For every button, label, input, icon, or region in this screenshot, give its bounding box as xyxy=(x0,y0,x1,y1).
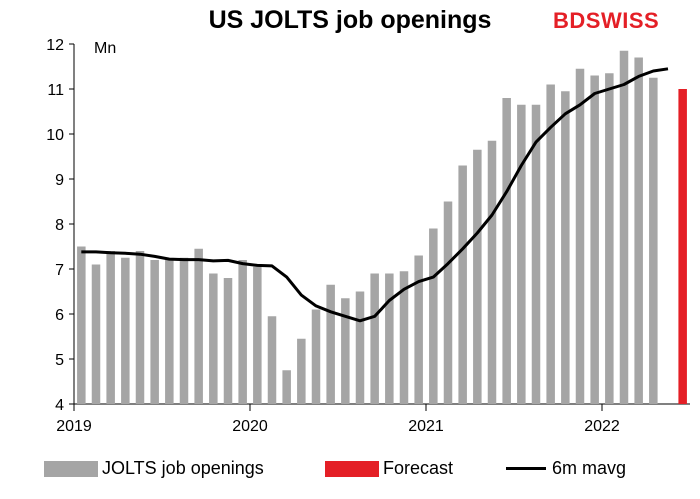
bar xyxy=(326,284,335,404)
y-unit-label: Mn xyxy=(94,40,116,57)
bar xyxy=(282,370,291,404)
bar xyxy=(414,255,423,404)
bar xyxy=(311,309,321,404)
x-tick-label: 2022 xyxy=(584,418,620,435)
bar xyxy=(106,251,115,404)
x-tick-label: 2019 xyxy=(56,418,92,435)
bar xyxy=(649,77,658,404)
legend-bars-label: JOLTS job openings xyxy=(102,458,264,478)
x-tick-label: 2020 xyxy=(232,418,268,435)
bar xyxy=(517,104,526,404)
mavg-line xyxy=(81,67,669,323)
bar xyxy=(502,98,511,404)
bar xyxy=(399,271,409,404)
bar xyxy=(179,257,189,404)
bar xyxy=(487,140,497,404)
bar xyxy=(619,50,629,404)
bar xyxy=(238,260,247,404)
y-tick-label: 9 xyxy=(55,172,64,189)
x-axis: 2019 2020 2021 2022 xyxy=(56,403,690,435)
y-tick-label: 5 xyxy=(55,352,64,369)
bar xyxy=(546,84,555,404)
y-tick-label: 11 xyxy=(47,82,64,99)
y-tick-label: 7 xyxy=(55,262,64,279)
bar xyxy=(341,298,350,404)
bar xyxy=(267,316,277,404)
bars xyxy=(77,50,687,404)
legend-forecast: Forecast xyxy=(325,458,453,479)
bar xyxy=(209,273,218,404)
bar xyxy=(194,248,203,404)
brand-logo: BDSWISS xyxy=(553,8,660,33)
bar xyxy=(370,273,379,404)
bar xyxy=(385,273,394,404)
bar xyxy=(223,278,233,404)
legend-forecast-swatch xyxy=(325,460,379,477)
bar xyxy=(590,75,599,404)
legend-line-swatch xyxy=(506,467,546,470)
bar xyxy=(297,338,306,404)
x-tick-label: 2021 xyxy=(408,418,444,435)
bar xyxy=(443,201,453,404)
bar xyxy=(355,291,365,404)
bar xyxy=(458,165,467,404)
bar xyxy=(135,251,145,404)
bar xyxy=(531,104,541,404)
bar xyxy=(91,264,101,404)
bar xyxy=(150,260,159,404)
bar xyxy=(473,149,482,404)
y-axis: 4 5 6 7 8 9 10 11 12 xyxy=(46,37,75,414)
bar xyxy=(634,57,643,404)
y-tick-label: 10 xyxy=(46,127,64,144)
y-tick-label: 6 xyxy=(55,307,64,324)
bar xyxy=(429,228,438,404)
bar xyxy=(77,246,86,404)
chart-title: US JOLTS job openings xyxy=(208,6,492,34)
bar xyxy=(561,91,570,404)
bar xyxy=(253,266,262,404)
y-tick-label: 4 xyxy=(55,397,64,414)
bar xyxy=(605,73,614,404)
forecast-bar xyxy=(678,89,687,404)
bar xyxy=(121,257,130,404)
moving-average-line xyxy=(81,67,669,323)
legend-bars-swatch xyxy=(44,460,98,477)
y-tick-label: 8 xyxy=(55,217,64,234)
legend-line-label: 6m mavg xyxy=(552,458,627,478)
legend: JOLTS job openings Forecast 6m mavg xyxy=(0,458,700,488)
legend-bars: JOLTS job openings xyxy=(44,458,264,479)
bar xyxy=(165,260,174,404)
chart-area: 4 5 6 7 8 9 10 11 12 2019 2020 2021 2022 Mn xyxy=(46,37,690,435)
legend-forecast-label: Forecast xyxy=(383,458,454,478)
y-tick-label: 12 xyxy=(46,37,64,54)
legend-line: 6m mavg xyxy=(506,458,626,479)
bar xyxy=(575,68,585,404)
